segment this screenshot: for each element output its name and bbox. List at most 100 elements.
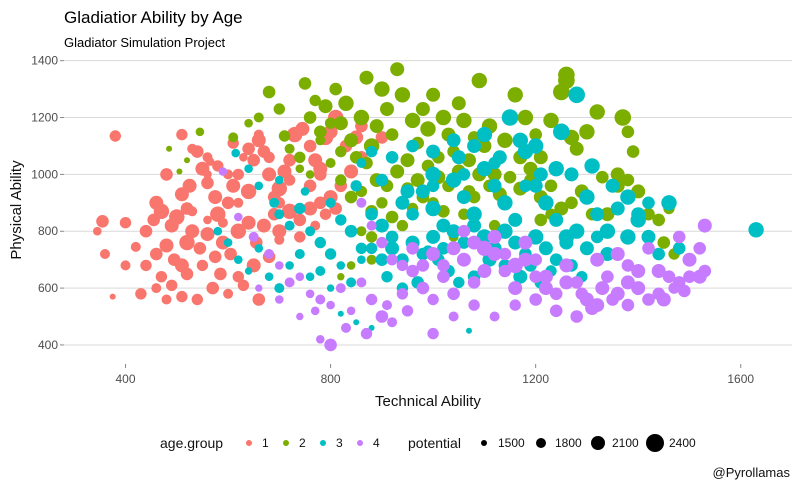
data-point-age-2 — [303, 111, 317, 124]
legend-key-potential — [591, 436, 605, 450]
data-point-age-3 — [513, 269, 528, 284]
data-point-age-4 — [387, 317, 398, 328]
data-point-age-4 — [326, 300, 335, 310]
data-point-age-4 — [456, 252, 471, 267]
data-point-age-2 — [333, 116, 348, 131]
data-point-age-3 — [375, 173, 389, 187]
data-point-age-1 — [375, 131, 389, 144]
data-point-age-4 — [570, 276, 583, 289]
data-point-age-2 — [456, 112, 472, 129]
legend-key-age-1 — [246, 440, 252, 446]
legend-label: 3 — [336, 436, 343, 450]
data-point-age-1 — [253, 129, 264, 140]
legend-label: 2 — [299, 436, 306, 450]
data-point-age-2 — [314, 125, 327, 139]
data-point-age-4 — [662, 270, 676, 284]
data-point-age-2 — [366, 254, 377, 265]
data-point-age-2 — [404, 112, 421, 129]
data-point-age-1 — [182, 178, 197, 193]
data-point-age-2 — [369, 119, 384, 134]
data-point-age-4 — [683, 270, 696, 284]
data-point-age-1 — [187, 143, 198, 154]
data-point-age-1 — [130, 241, 141, 252]
data-point-age-3 — [467, 139, 482, 153]
data-point-age-3 — [501, 109, 519, 126]
data-point-age-4 — [549, 287, 563, 301]
data-point-age-1 — [176, 128, 188, 141]
data-point-age-4 — [590, 252, 605, 267]
data-point-age-1 — [180, 267, 194, 281]
data-point-age-1 — [281, 203, 298, 219]
color-legend-title: age.group — [160, 435, 223, 451]
data-point-age-4 — [296, 312, 304, 321]
data-point-age-1 — [140, 259, 152, 272]
data-point-age-3 — [385, 151, 399, 164]
data-point-age-3 — [564, 167, 579, 182]
data-point-age-2 — [610, 167, 625, 182]
data-point-age-2 — [544, 179, 558, 193]
data-point-age-1 — [283, 174, 296, 186]
data-point-age-2 — [374, 81, 390, 97]
legend-label: 4 — [373, 436, 380, 450]
data-point-age-4 — [610, 247, 625, 261]
data-point-age-3 — [559, 235, 574, 250]
data-point-age-3 — [599, 223, 616, 239]
data-point-age-2 — [543, 112, 559, 129]
data-point-age-2 — [579, 124, 595, 140]
data-point-age-3 — [335, 214, 347, 226]
data-point-age-3 — [305, 226, 316, 237]
data-point-age-4 — [559, 258, 574, 273]
data-point-age-2 — [533, 150, 548, 165]
data-point-age-2 — [337, 273, 345, 281]
data-point-age-2 — [325, 158, 336, 168]
data-point-age-3 — [426, 179, 440, 193]
legend-key-age-3 — [320, 440, 326, 446]
data-point-age-3 — [457, 236, 471, 249]
data-point-age-1 — [179, 234, 195, 251]
data-point-age-3 — [274, 209, 285, 220]
data-point-age-3 — [488, 156, 501, 170]
data-point-age-3 — [453, 276, 465, 289]
data-point-age-4 — [549, 304, 563, 318]
data-point-age-3 — [549, 253, 563, 266]
data-point-age-4 — [529, 293, 542, 306]
data-point-age-1 — [119, 217, 132, 229]
data-point-age-4 — [538, 281, 553, 296]
legend-key-age-4 — [357, 440, 363, 446]
data-point-age-3 — [365, 242, 378, 254]
data-point-age-2 — [166, 145, 173, 152]
data-point-age-3 — [336, 261, 346, 270]
data-point-age-3 — [415, 184, 430, 199]
data-point-age-1 — [237, 279, 250, 291]
data-point-age-3 — [642, 196, 655, 210]
data-point-age-1 — [203, 170, 212, 179]
data-point-age-1 — [202, 152, 213, 163]
data-point-age-3 — [538, 195, 554, 211]
data-point-age-4 — [621, 259, 635, 272]
data-point-age-2 — [273, 103, 285, 115]
legend-key-potential — [536, 438, 546, 448]
data-point-age-1 — [314, 196, 327, 210]
data-point-age-2 — [497, 132, 513, 148]
data-point-age-2 — [390, 164, 405, 179]
data-point-age-4 — [375, 310, 389, 323]
data-point-age-2 — [621, 125, 635, 139]
data-point-age-2 — [335, 174, 347, 186]
data-point-age-4 — [427, 293, 439, 306]
data-point-age-2 — [385, 128, 399, 141]
data-point-age-2 — [253, 112, 264, 123]
data-point-age-2 — [600, 207, 615, 222]
chart-subtitle: Gladiator Simulation Project — [64, 35, 226, 50]
data-point-age-3 — [456, 190, 471, 205]
data-point-age-1 — [226, 178, 241, 193]
data-point-age-1 — [120, 260, 131, 271]
data-point-age-2 — [305, 170, 315, 179]
data-point-age-4 — [437, 270, 450, 284]
data-point-age-1 — [224, 247, 237, 261]
data-point-age-1 — [159, 238, 174, 253]
data-point-age-3 — [406, 207, 419, 221]
data-point-age-1 — [176, 290, 188, 303]
data-point-age-3 — [436, 218, 451, 233]
data-point-age-4 — [341, 322, 351, 333]
data-point-age-4 — [382, 300, 392, 311]
